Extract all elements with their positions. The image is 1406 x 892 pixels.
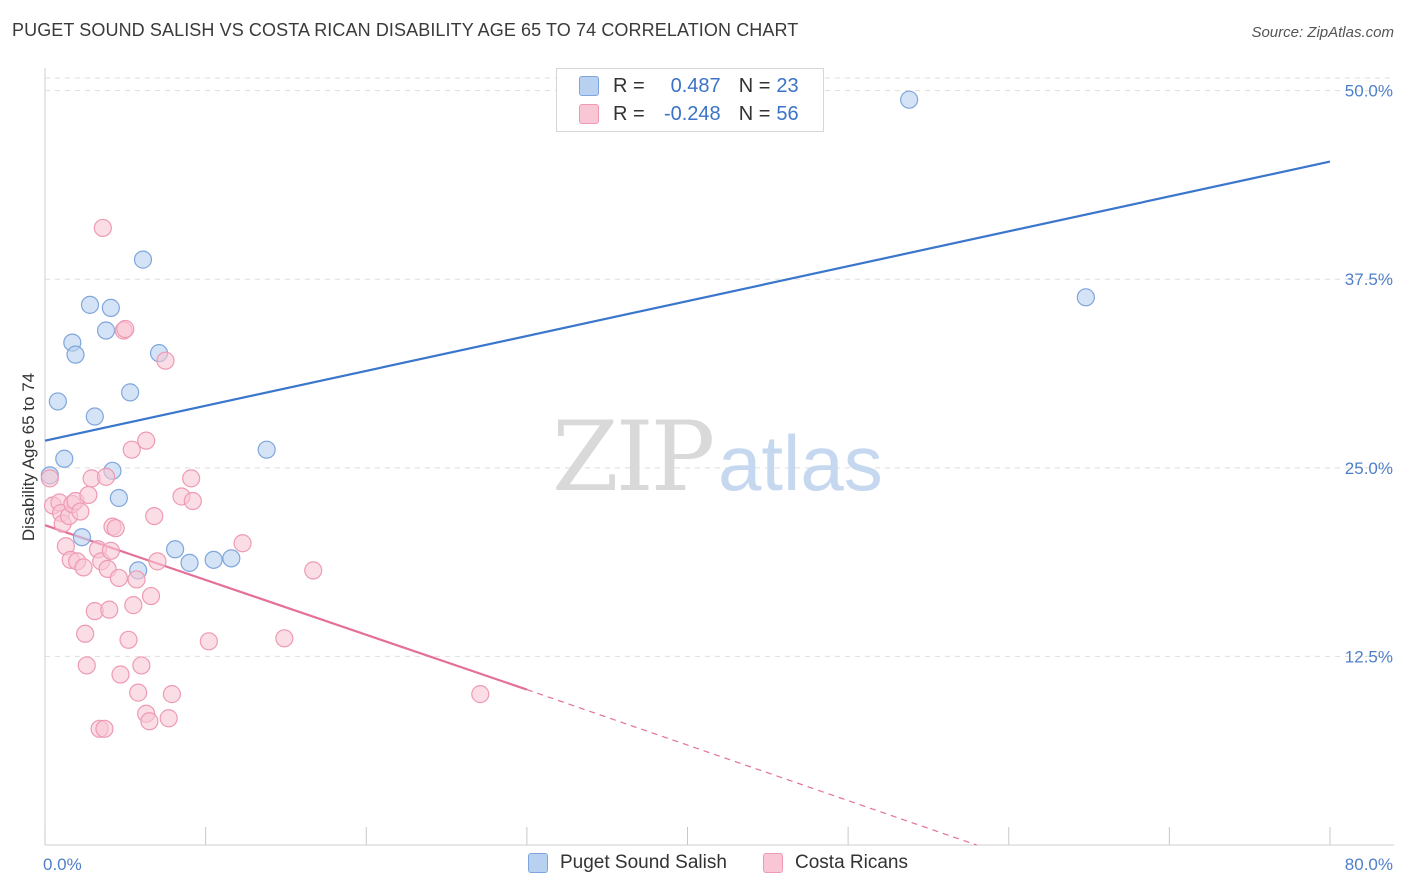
point-costa [183, 491, 202, 511]
point-costa [40, 469, 59, 488]
point-costa [76, 624, 95, 643]
bottom-legend-puget: Puget Sound Salish [528, 852, 727, 874]
watermark-atlas: atlas [718, 419, 883, 507]
point-costa [132, 656, 151, 675]
point-puget [1076, 288, 1095, 307]
point-costa [77, 656, 96, 675]
point-costa [275, 629, 294, 648]
point-puget [166, 540, 185, 559]
y-axis-label: Disability Age 65 to 74 [19, 373, 38, 541]
point-puget [55, 449, 74, 468]
point-costa [156, 351, 175, 370]
y-tick-label: 25.0% [1345, 459, 1393, 478]
legend-row-puget: R = 0.487 N = 23 [579, 73, 799, 99]
point-costa [95, 719, 114, 738]
point-puget [72, 528, 92, 547]
legend-r-value: -0.248 [663, 102, 721, 125]
point-costa [148, 552, 167, 571]
trend-layer [44, 160, 1331, 846]
point-costa [119, 630, 138, 649]
point-costa [122, 440, 141, 459]
trend-extension-costa [526, 689, 977, 846]
legend-n-value: 23 [776, 74, 799, 97]
point-costa [182, 469, 201, 488]
point-costa [109, 568, 128, 588]
point-costa [129, 683, 148, 702]
legend-r-label: R = [613, 102, 645, 125]
chart-title: PUGET SOUND SALISH VS COSTA RICAN DISABI… [12, 20, 799, 40]
point-costa [140, 712, 159, 731]
point-puget [80, 295, 100, 314]
point-puget [85, 407, 104, 426]
point-costa [71, 502, 90, 521]
trend-line-puget [44, 160, 1331, 442]
point-puget [109, 488, 128, 508]
source-label: Source: ZipAtlas.com [1251, 24, 1394, 41]
legend-r-label: R = [613, 74, 645, 97]
point-puget [257, 440, 276, 459]
point-puget [900, 90, 919, 109]
correlation-legend: R = 0.487 N = 23 R = -0.248 N = 56 [556, 68, 824, 132]
x-tick-label-max: 80.0% [1345, 855, 1393, 874]
bottom-legend-costa: Costa Ricans [763, 852, 908, 874]
point-costa [233, 534, 252, 553]
point-costa [127, 570, 146, 589]
legend-swatch-pink [579, 104, 599, 124]
trend-line-costa [44, 524, 528, 691]
bottom-legend-swatch-pink [763, 853, 783, 873]
legend-n-value: 56 [776, 102, 799, 125]
legend-r-value: 0.487 [670, 74, 721, 97]
grid-layer [45, 77, 1394, 657]
point-costa [159, 709, 178, 728]
point-costa [74, 558, 93, 577]
point-puget [66, 345, 85, 364]
legend-row-costa: R = -0.248 N = 56 [579, 101, 799, 127]
point-puget [121, 383, 140, 402]
point-costa [471, 685, 490, 704]
point-costa [101, 541, 120, 560]
point-costa [162, 685, 181, 704]
point-costa [304, 561, 323, 580]
watermark-zip: ZIP [552, 401, 713, 513]
point-puget [96, 321, 116, 340]
legend-n-label: N = [738, 102, 771, 125]
point-costa [100, 600, 119, 619]
y-tick-label: 50.0% [1345, 82, 1393, 101]
point-costa [199, 632, 218, 651]
bottom-legend-label-costa: Costa Ricans [795, 852, 908, 873]
point-puget [222, 549, 241, 568]
point-costa [137, 431, 156, 450]
y-tick-label: 37.5% [1345, 270, 1393, 289]
point-puget [48, 392, 67, 411]
x-tick-label-min: 0.0% [43, 855, 82, 874]
point-costa [145, 506, 164, 526]
point-costa [124, 596, 143, 615]
point-puget [101, 298, 120, 317]
point-costa [106, 519, 125, 538]
point-costa [111, 665, 130, 684]
tick-layer: 12.5% 25.0% 37.5% 50.0% [44, 82, 1393, 845]
point-costa [116, 319, 135, 339]
point-puget [204, 550, 223, 569]
point-costa [93, 218, 112, 238]
point-puget [133, 250, 153, 269]
legend-swatch-blue [579, 76, 599, 96]
y-tick-label: 12.5% [1345, 647, 1393, 666]
watermark: ZIP atlas [552, 401, 883, 513]
bottom-legend-swatch-blue [528, 853, 548, 873]
point-costa [79, 485, 98, 505]
point-puget [180, 553, 199, 572]
point-layer [40, 90, 1095, 738]
bottom-legend-label-puget: Puget Sound Salish [560, 852, 727, 873]
point-costa [141, 586, 161, 606]
point-costa [96, 467, 116, 486]
legend-n-label: N = [738, 74, 771, 97]
